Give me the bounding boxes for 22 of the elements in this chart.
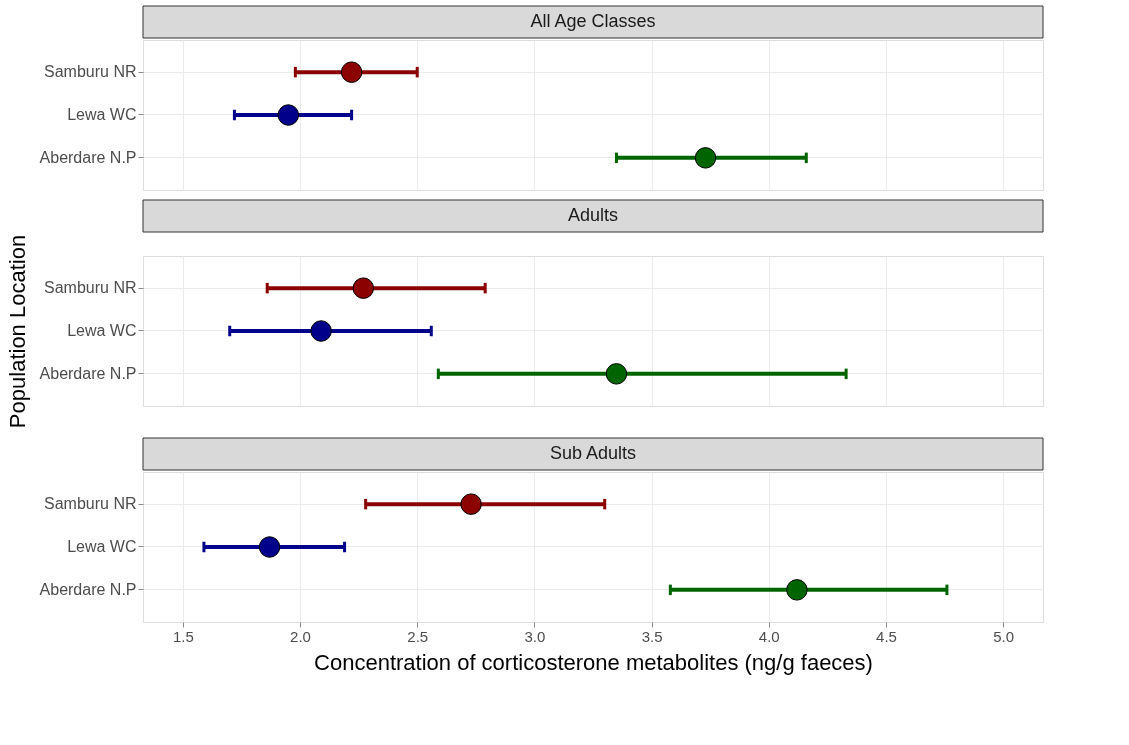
x-axis-title: Concentration of corticosterone metabolites (ng/g faeces) (314, 649, 873, 675)
x-tick-label: 5.0 (993, 627, 1015, 645)
chart-title: Sub Adults (549, 443, 637, 463)
chart-title: Adults (567, 205, 619, 225)
y-tick-label: Aberdare N.P (39, 364, 137, 382)
x-tick-label: 3.0 (524, 627, 546, 645)
chart-title: All Age Classes (530, 11, 656, 31)
y-tick-label: Aberdare N.P (39, 580, 137, 598)
x-tick-label: 1.5 (172, 627, 194, 645)
y-tick-label: Samburu NR (44, 279, 137, 297)
y-tick-label: Samburu NR (44, 495, 137, 513)
x-tick-label: 4.0 (758, 627, 780, 645)
x-tick-label: 3.5 (641, 627, 663, 645)
x-tick-label: 2.0 (290, 627, 311, 645)
x-tick-label: 2.5 (407, 627, 429, 645)
x-tick-label: 4.5 (876, 627, 897, 645)
y-tick-label: Lewa WC (67, 322, 137, 339)
y-axis-title: Population Location (4, 234, 30, 429)
y-tick-label: Lewa WC (67, 538, 137, 555)
y-tick-label: Aberdare N.P (39, 148, 137, 166)
y-tick-label: Lewa WC (67, 106, 137, 123)
y-tick-label: Samburu NR (44, 63, 137, 81)
